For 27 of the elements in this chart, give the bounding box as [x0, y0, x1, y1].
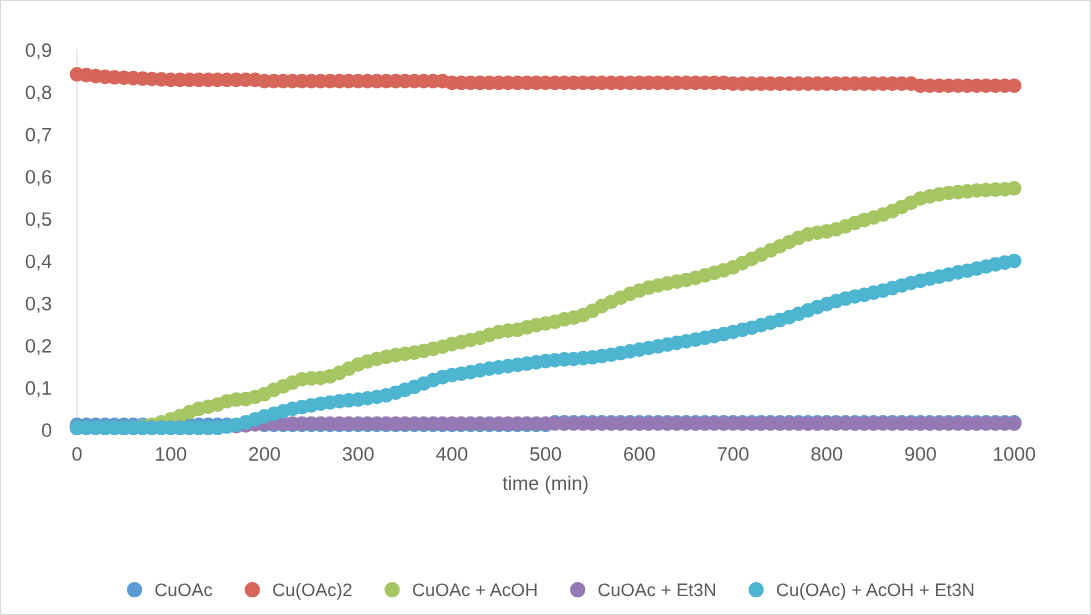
x-tick-label: 300	[342, 447, 374, 461]
x-tick-label: 600	[624, 447, 655, 461]
x-tick-label: 0	[72, 447, 82, 461]
y-tick-label: 0,5	[25, 212, 52, 229]
y-tick-label: 0,6	[25, 169, 52, 187]
legend-label: Cu(OAc) + AcOH + Et3N	[776, 582, 974, 600]
x-tick-label: 700	[717, 447, 749, 461]
x-tick-label: 800	[811, 447, 843, 461]
y-tick-label: 0,2	[25, 338, 52, 355]
legend-label: CuOAc + Et3N	[598, 583, 715, 597]
y-tick-label: 0,9	[25, 43, 52, 60]
x-tick-label: 100	[156, 447, 187, 461]
x-axis-title: time (min)	[502, 475, 588, 494]
y-tick-label: 0,3	[25, 296, 52, 313]
y-tick-label: 0,1	[25, 381, 52, 398]
x-tick-label: 400	[436, 447, 468, 461]
legend-label: CuOAc + AcOH	[412, 583, 537, 597]
x-tick-label: 900	[905, 447, 936, 461]
y-tick-label: 0	[41, 423, 52, 438]
legend-label: Cu(OAc)2	[273, 582, 352, 600]
y-tick-label: 0,7	[25, 127, 52, 144]
y-tick-label: 0,4	[25, 254, 52, 271]
x-tick-label: 200	[249, 447, 280, 461]
y-tick-label: 0,8	[25, 85, 52, 102]
legend-label: CuOAc	[155, 583, 213, 597]
x-tick-label: 500	[530, 447, 562, 461]
x-tick-label: 1000	[994, 447, 1036, 461]
